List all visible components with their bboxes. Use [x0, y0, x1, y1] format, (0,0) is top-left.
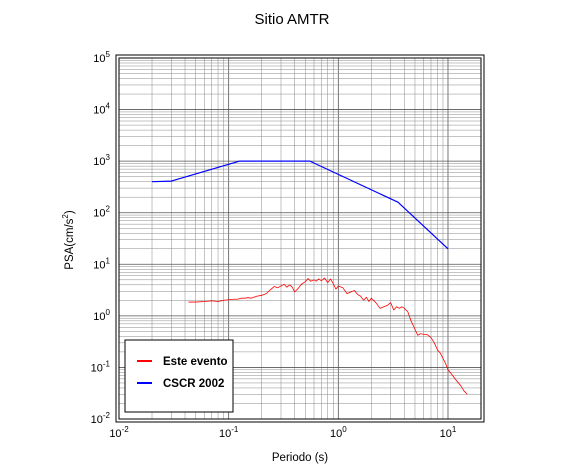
x-tick-label: 10-2 [109, 425, 129, 440]
x-axis: 10-2 10-1 100 101 [109, 425, 457, 440]
y-tick-label: 101 [93, 256, 110, 271]
plot-frame [115, 54, 485, 423]
y-tick-label: 100 [93, 308, 110, 323]
y-tick-base: 10 [93, 53, 105, 65]
x-tick-exponent: 1 [452, 425, 457, 434]
y-tick-base: 10 [93, 259, 105, 271]
y-tick-base: 10 [93, 105, 105, 117]
legend-label: CSCR 2002 [163, 378, 224, 390]
y-tick-exponent: 3 [106, 153, 111, 162]
y-tick-exponent: 5 [106, 50, 111, 59]
y-tick-exponent: 2 [106, 205, 111, 214]
y-tick-exponent: 0 [106, 308, 111, 317]
series-line-este-evento [188, 277, 468, 395]
y-axis-label-end: ) [64, 210, 76, 214]
x-tick-base: 10 [219, 428, 231, 440]
x-axis-label: Periodo (s) [272, 452, 328, 464]
legend-label: Este evento [163, 356, 228, 368]
y-tick-label: 10-2 [91, 411, 111, 426]
x-tick-label: 10-1 [219, 425, 239, 440]
plot-border [118, 57, 482, 420]
x-tick-base: 10 [440, 428, 452, 440]
y-tick-base: 10 [93, 208, 105, 220]
x-tick-label: 101 [440, 425, 457, 440]
y-tick-label: 102 [93, 205, 110, 220]
y-tick-exponent: 4 [106, 102, 111, 111]
plot-border-outer [115, 54, 485, 423]
x-tick-base: 10 [330, 428, 342, 440]
x-tick-label: 100 [330, 425, 347, 440]
y-tick-base: 10 [93, 156, 105, 168]
y-axis-label: PSA(cm/s2) [61, 210, 76, 270]
chart-title: Sitio AMTR [254, 11, 329, 28]
y-tick-base: 10 [91, 362, 103, 374]
y-tick-exponent: 1 [106, 256, 111, 265]
y-tick-base: 10 [91, 414, 103, 426]
x-tick-base: 10 [109, 428, 121, 440]
x-tick-exponent: 0 [342, 425, 347, 434]
x-tick-exponent: -1 [231, 425, 239, 434]
y-tick-label: 10-1 [91, 359, 111, 374]
legend-box [124, 339, 234, 413]
y-axis-label-main: PSA(cm/s [64, 218, 76, 269]
x-tick-exponent: -2 [122, 425, 130, 434]
y-tick-base: 10 [93, 311, 105, 323]
y-tick-label: 105 [93, 50, 110, 65]
y-tick-exponent: -2 [103, 411, 111, 420]
y-tick-label: 103 [93, 153, 110, 168]
y-axis-label-exponent: 2 [61, 214, 70, 219]
y-tick-exponent: -1 [103, 359, 111, 368]
y-tick-label: 104 [93, 102, 110, 117]
series-layer [151, 160, 468, 395]
series-line-cscr-2002 [151, 160, 449, 250]
legend: Este evento CSCR 2002 [124, 339, 234, 413]
